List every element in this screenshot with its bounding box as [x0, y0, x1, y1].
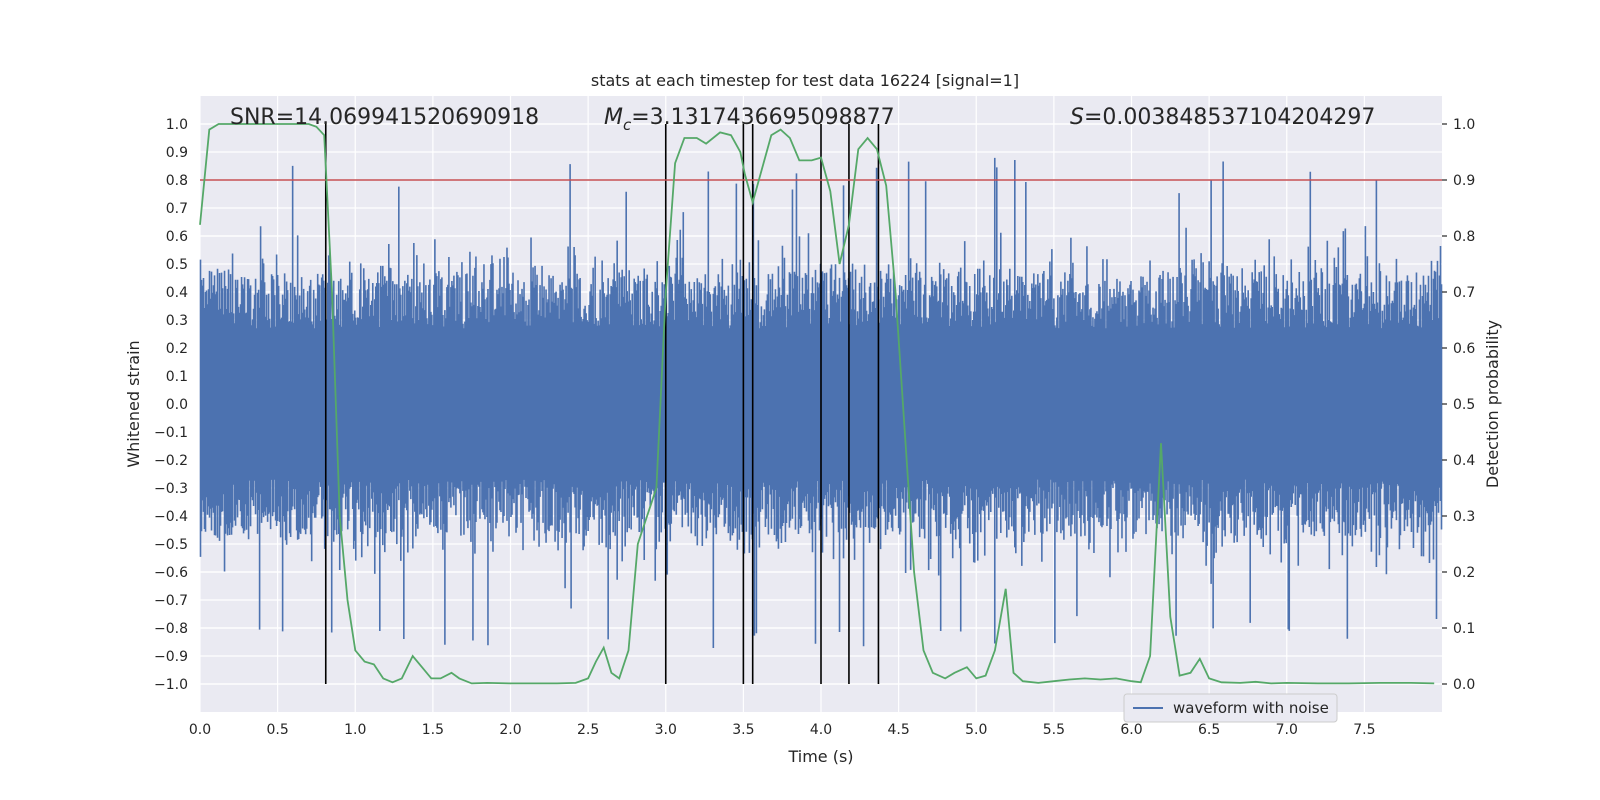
x-tick-label: 7.0 [1276, 722, 1298, 738]
left-y-tick-label: 0.2 [166, 341, 188, 357]
event-vertical-lines [324, 124, 880, 684]
legend-box [1123, 693, 1338, 723]
left-y-tick-label: 0.1 [166, 369, 188, 385]
left-y-tick-label: 0.0 [166, 397, 188, 413]
right-y-tick-label: 0.7 [1453, 285, 1475, 301]
right-y-axis-ticks: 1.0 0.9 0.8 0.7 0.6 0.5 0.4 0.3 0.2 0.1 0.0 [1442, 117, 1475, 693]
x-tick-label: 0.0 [189, 722, 211, 738]
right-y-tick-label: 0.2 [1453, 565, 1475, 581]
left-y-tick-label: −0.4 [154, 509, 188, 525]
left-y-axis-label: Whitened strain [124, 340, 143, 467]
s-symbol: S [1070, 105, 1084, 130]
right-y-tick-label: 0.9 [1453, 173, 1475, 189]
x-axis-ticks: 0.0 0.5 1.0 1.5 2.0 2.5 3.0 3.5 4.0 4.5 5.0 5.5 6.0 6… [189, 722, 1376, 738]
legend-entry: waveform with noise [1173, 699, 1329, 717]
x-tick-label: 2.0 [499, 722, 521, 738]
s-value: =0.003848537104204297 [1084, 105, 1375, 130]
left-y-tick-label: 0.7 [166, 201, 188, 217]
left-y-tick-label: −0.6 [154, 565, 188, 581]
left-y-tick-label: −0.1 [154, 425, 188, 441]
right-y-axis-label: Detection probability [1483, 320, 1502, 488]
left-y-tick-label: 0.9 [166, 145, 188, 161]
x-tick-label: 5.5 [1043, 722, 1065, 738]
x-tick-label: 1.5 [422, 722, 444, 738]
right-y-tick-label: 0.4 [1453, 453, 1475, 469]
s-annotation: S=0.003848537104204297 [1070, 105, 1375, 130]
left-y-tick-label: 0.5 [166, 257, 188, 273]
chirp-mass-value: =3.1317436695098877 [631, 105, 894, 130]
left-y-tick-label: −0.7 [154, 593, 188, 609]
right-y-tick-label: 0.1 [1453, 621, 1475, 637]
right-y-tick-label: 0.5 [1453, 397, 1475, 413]
left-y-tick-label: 0.6 [166, 229, 188, 245]
chirp-mass-symbol: M [604, 105, 623, 130]
left-y-tick-label: −0.9 [154, 649, 188, 665]
x-tick-label: 0.5 [266, 722, 288, 738]
left-y-tick-label: 1.0 [166, 117, 188, 133]
x-tick-label: 4.5 [887, 722, 909, 738]
x-tick-label: 4.0 [810, 722, 832, 738]
right-y-tick-label: 0.3 [1453, 509, 1475, 525]
chirp-mass-annotation: Mc=3.1317436695098877 [604, 105, 895, 134]
left-y-axis-ticks: 1.0 0.9 0.8 0.7 0.6 0.5 0.4 0.3 0.2 0.1 0.0 −0.1 −0.… [154, 117, 188, 693]
x-tick-label: 5.0 [965, 722, 987, 738]
x-tick-label: 2.5 [577, 722, 599, 738]
detection-probability-series [199, 123, 1435, 685]
left-y-tick-label: −0.3 [154, 481, 188, 497]
left-y-tick-label: 0.8 [166, 173, 188, 189]
right-y-tick-label: 0.8 [1453, 229, 1475, 245]
left-y-tick-label: 0.4 [166, 285, 188, 301]
detection-probability-line [199, 123, 1435, 685]
right-y-tick-label: 0.6 [1453, 341, 1475, 357]
legend: waveform with noise [1123, 693, 1338, 723]
x-tick-label: 1.0 [344, 722, 366, 738]
left-y-tick-label: 0.3 [166, 313, 188, 329]
x-tick-label: 3.0 [655, 722, 677, 738]
left-y-tick-label: −0.8 [154, 621, 188, 637]
chart-title: stats at each timestep for test data 162… [591, 71, 1019, 90]
chirp-mass-subscript: c [623, 116, 632, 134]
x-axis-label: Time (s) [787, 747, 853, 766]
x-tick-label: 3.5 [732, 722, 754, 738]
x-tick-label: 7.5 [1353, 722, 1375, 738]
left-y-tick-label: −1.0 [154, 677, 188, 693]
x-tick-label: 6.0 [1120, 722, 1142, 738]
snr-annotation: SNR=14.069941520690918 [230, 105, 539, 130]
left-y-tick-label: −0.5 [154, 537, 188, 553]
left-y-tick-label: −0.2 [154, 453, 188, 469]
x-tick-label: 6.5 [1198, 722, 1220, 738]
right-y-tick-label: 1.0 [1453, 117, 1475, 133]
right-y-tick-label: 0.0 [1453, 677, 1475, 693]
